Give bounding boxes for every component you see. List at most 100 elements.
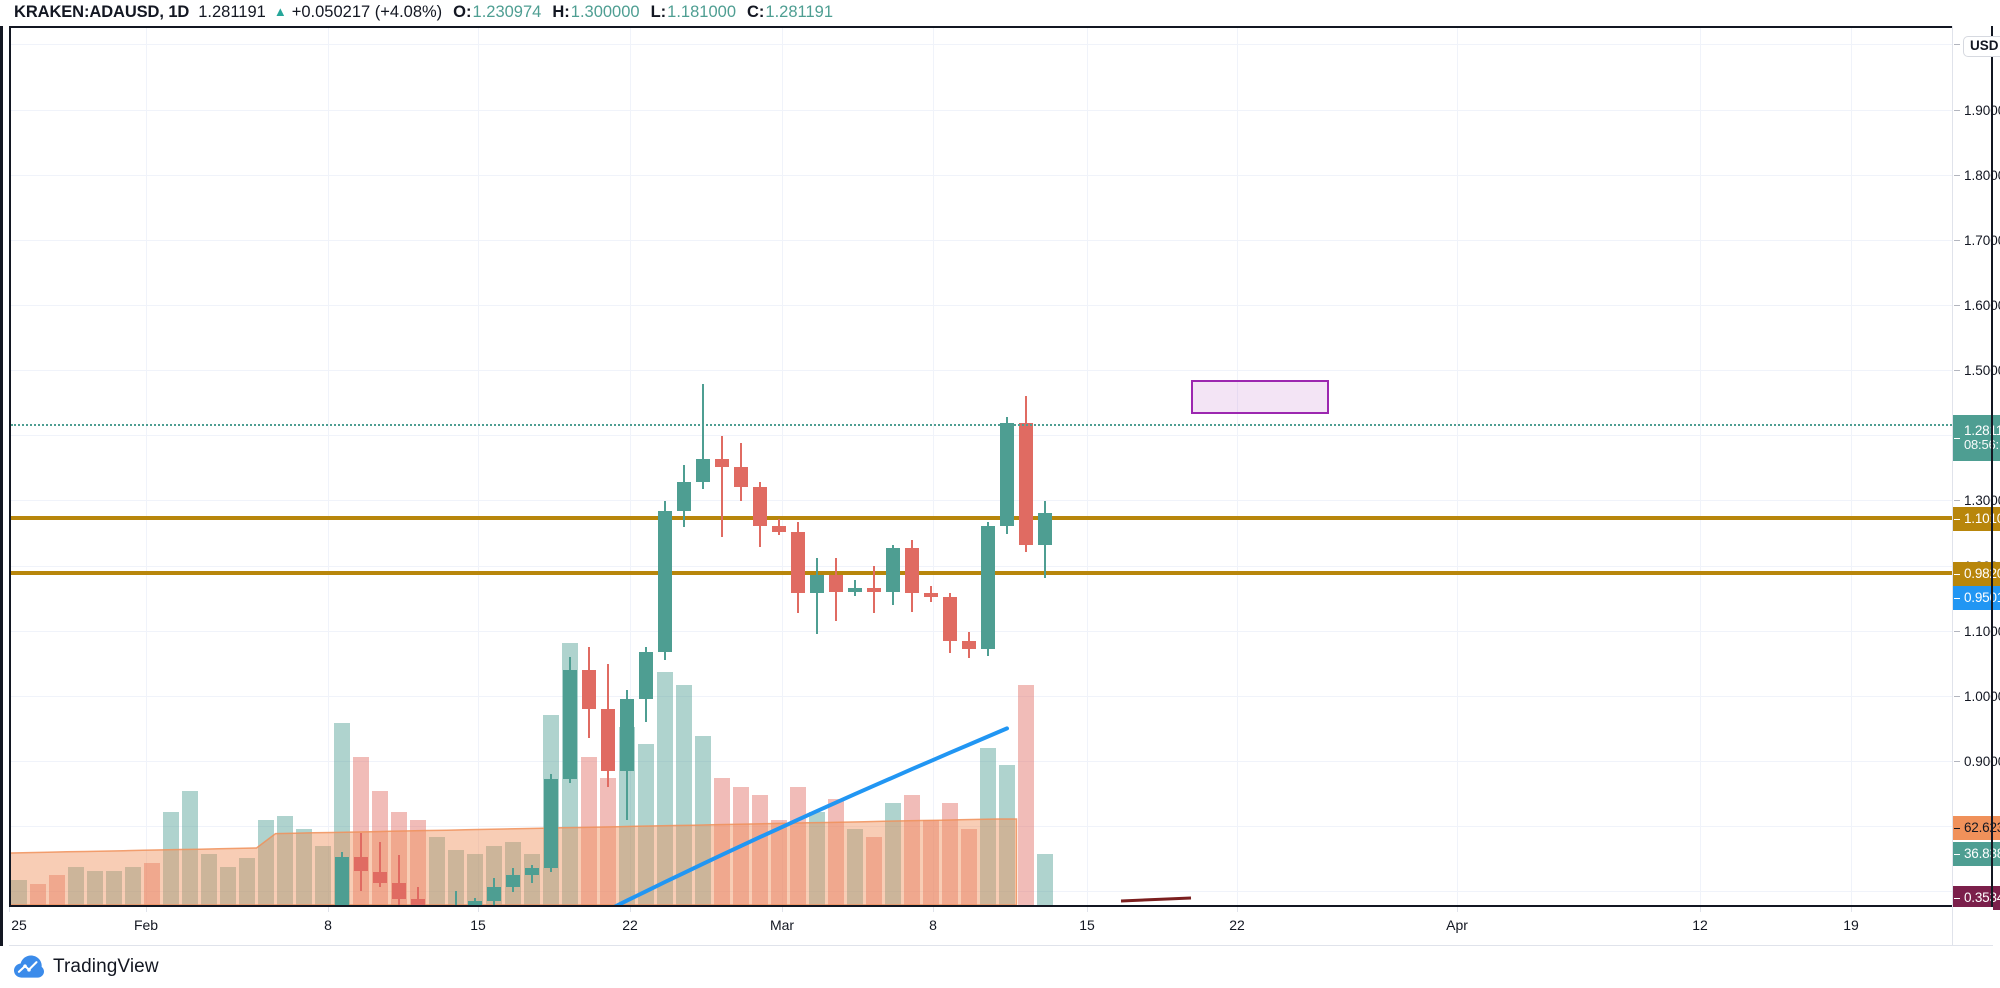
badge-tick-dash (1954, 574, 1960, 575)
time-axis-label: 22 (1229, 917, 1245, 933)
candle-body (582, 670, 596, 709)
candle-body (867, 588, 881, 592)
volume-bar (600, 778, 616, 905)
price-axis-tick-label: 1.100000 (1964, 624, 2000, 639)
price-axis-tick-label: 0.900000 (1964, 754, 2000, 769)
price-axis-tick-label: 1.300000 (1964, 493, 2000, 508)
volume-bar (182, 790, 198, 905)
time-scale[interactable]: 25 Feb 8 15 22 Mar 8 15 22 Apr 12 19 (9, 907, 1993, 946)
volume-bar (410, 820, 426, 905)
volume-bar (220, 866, 236, 905)
candle-body (354, 857, 368, 872)
candle-body (715, 458, 729, 468)
candle-body (734, 467, 748, 487)
volume-bar (752, 794, 768, 905)
volume-bar (676, 684, 692, 905)
volume-bar (847, 828, 863, 905)
symbol-title[interactable]: KRAKEN:ADAUSD, 1D (14, 2, 190, 21)
low-label: L: (650, 2, 667, 21)
price-change-value: +0.050217 (+4.08%) (291, 2, 443, 21)
volume-bar (68, 866, 84, 905)
candle-body (487, 887, 501, 902)
candle-body (753, 486, 767, 526)
candle-body (392, 883, 406, 899)
time-axis-tick (630, 907, 631, 912)
time-axis-label: 22 (622, 917, 638, 933)
price-tick-dash (1954, 761, 1960, 762)
gridline-vertical (478, 28, 479, 905)
volume-bar (714, 778, 730, 905)
gridline-vertical (328, 28, 329, 905)
volume-bar (49, 875, 65, 905)
volume-bar (125, 866, 141, 905)
gridline-vertical (146, 28, 147, 905)
high-value: 1.300000 (570, 2, 640, 21)
time-axis-tick (1457, 907, 1458, 912)
gridline-horizontal (11, 110, 1952, 111)
candle-body (943, 597, 957, 642)
last-price-badge-value: 1.281191 (1964, 422, 2000, 438)
time-axis-label: Apr (1446, 917, 1468, 933)
time-axis-label: 15 (1079, 917, 1095, 933)
gridline-horizontal (11, 826, 1952, 827)
gridline-horizontal (11, 500, 1952, 501)
volume-bar (657, 672, 673, 905)
extra-level-badge-value: 0.353481 (1964, 890, 2000, 906)
candle-body (1038, 513, 1052, 546)
support-line-badge-value: 0.982000 (1964, 566, 2000, 582)
volume-bar (866, 837, 882, 905)
high-label: H: (552, 2, 570, 21)
candle-body (506, 875, 520, 888)
open-value: 1.230974 (472, 2, 542, 21)
time-axis-tick (478, 907, 479, 912)
volume-bar (30, 883, 46, 905)
triangle-up-icon: ▲ (273, 3, 287, 19)
time-axis-tick (328, 907, 329, 912)
resistance-hline[interactable] (11, 516, 1952, 520)
gridline-horizontal (11, 696, 1952, 697)
purple-rectangle-drawing[interactable] (1191, 380, 1329, 414)
volume-bar (144, 862, 160, 905)
candle-wick (398, 855, 400, 905)
candle-body (1019, 423, 1033, 546)
volume-bar (467, 854, 483, 905)
price-axis-tick-label: 1.000000 (1964, 689, 2000, 704)
gridline-vertical (630, 28, 631, 905)
price-axis-tick-label: 1.700000 (1964, 233, 2000, 248)
volume-bar (296, 828, 312, 905)
time-axis-tick (1851, 907, 1852, 912)
price-tick-dash (1954, 240, 1960, 241)
time-axis-tick (1237, 907, 1238, 912)
candle-body (962, 641, 976, 650)
last-price-value: 1.281191 (198, 2, 266, 21)
candle-body (563, 670, 577, 780)
time-axis-label: 8 (929, 917, 937, 933)
tradingview-brand-label: TradingView (53, 956, 159, 977)
candle-body (373, 871, 387, 884)
badge-tick-dash (1954, 898, 1960, 899)
price-axis-tick-label: 1.600000 (1964, 298, 2000, 313)
time-scale-separator (1952, 907, 1953, 945)
moving-average-line (613, 726, 1009, 905)
gridline-horizontal (11, 435, 1952, 436)
candle-body (696, 458, 710, 482)
close-value: 1.281191 (765, 2, 834, 21)
open-label: O: (453, 2, 472, 21)
candle-body (981, 525, 995, 650)
time-axis-tick (933, 907, 934, 912)
candle-body (772, 525, 786, 533)
close-label: C: (747, 2, 765, 21)
volume-bar (87, 871, 103, 905)
volume-bar (904, 794, 920, 905)
volume-bar (106, 871, 122, 905)
currency-pill[interactable]: USD (1963, 36, 2000, 57)
candle-body (335, 857, 349, 905)
volume-bar (581, 756, 597, 905)
badge-tick-dash (1954, 438, 1960, 439)
chart-plot-area[interactable] (11, 28, 1952, 905)
price-axis-tick-label: 1.800000 (1964, 168, 2000, 183)
candle-body (601, 709, 615, 771)
candle-body (525, 867, 539, 876)
price-tick-dash (1954, 44, 1960, 45)
volume-bar (942, 803, 958, 905)
